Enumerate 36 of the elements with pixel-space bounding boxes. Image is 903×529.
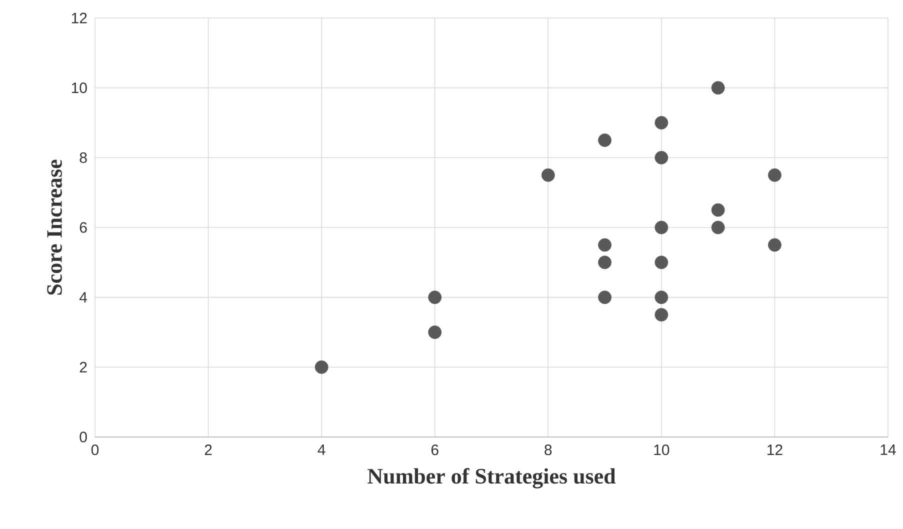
point [598,290,612,304]
point [654,308,668,322]
x-tick-label: 0 [91,444,99,456]
point [768,168,782,182]
x-tick-label: 6 [431,444,438,456]
x-tick-label: 12 [768,444,782,455]
x-tick-label: 2 [204,444,212,455]
y-axis-title: Score Increase [47,160,62,295]
x-axis-title: Number of Strategies used [368,468,616,488]
point [314,360,328,374]
y-tick-label: 4 [79,292,88,302]
point [598,134,612,147]
point [541,168,555,182]
y-tick-label: 0 [80,432,87,442]
y-tick-label: 6 [80,222,87,233]
point [428,290,442,304]
point [711,203,725,217]
y-tick-label: 8 [80,152,87,163]
point [654,150,668,164]
y-tick-label: 12 [72,12,87,24]
x-tick-label: 14 [880,444,896,455]
y-tick-label: 10 [72,82,87,94]
y-tick-label: 2 [80,362,87,372]
x-tick-label: 10 [654,444,670,456]
point [654,256,668,270]
point [598,256,612,270]
x-tick-label: 4 [318,444,326,455]
point [598,238,612,252]
point [654,290,668,304]
point [428,326,442,339]
point [654,116,668,130]
point [711,220,725,234]
point [654,220,668,234]
point [768,238,782,252]
point [711,81,725,95]
x-tick-label: 8 [544,444,552,456]
